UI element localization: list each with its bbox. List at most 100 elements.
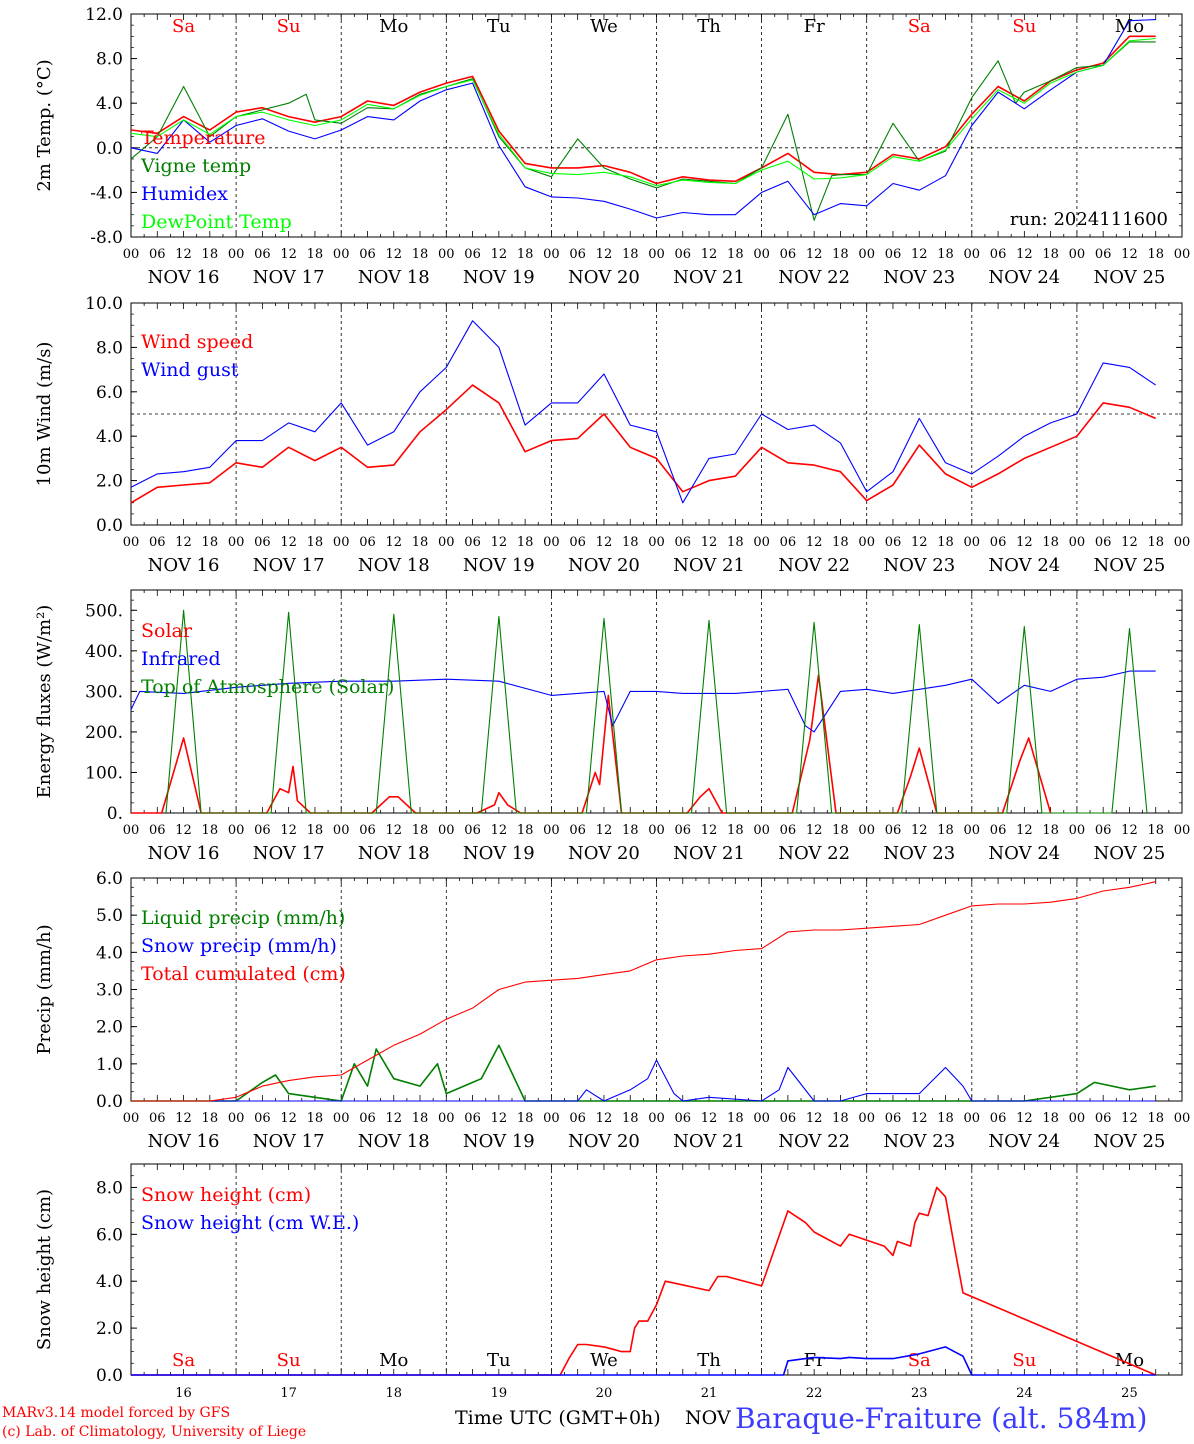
hour-tick-label: 00 (964, 247, 981, 262)
series-line-vigne-temp (130, 41, 1156, 221)
y-tick-label: 5.0 (96, 906, 123, 926)
day-number-label: 16 (175, 1386, 192, 1401)
series-line-wind-speed (130, 384, 1157, 504)
hour-tick-label: 12 (280, 1111, 297, 1126)
hour-tick-label: 18 (517, 1111, 534, 1126)
date-label: NOV 21 (673, 555, 745, 576)
series-line-top-of-atmosphere-solar- (165, 609, 1148, 814)
y-tick-label: 8.0 (96, 338, 123, 358)
date-label: NOV 17 (253, 267, 325, 288)
date-label: NOV 23 (883, 555, 955, 576)
date-label: NOV 19 (463, 267, 535, 288)
day-number-label: 22 (806, 1386, 823, 1401)
day-letter: Tu (487, 16, 511, 37)
hour-tick-label: 00 (648, 823, 665, 838)
legend-entry: Total cumulated (cm) (141, 963, 346, 985)
date-label: NOV 16 (148, 555, 220, 576)
hour-tick-label: 06 (1095, 247, 1112, 262)
day-letter: Su (1012, 1350, 1036, 1371)
hour-tick-label: 06 (569, 247, 586, 262)
hour-tick-label: 12 (280, 247, 297, 262)
series-line-snow-precip-mm-h- (131, 1059, 1156, 1102)
hour-tick-label: 18 (1042, 535, 1059, 550)
hour-tick-label: 00 (333, 823, 350, 838)
hour-tick-label: 00 (1174, 535, 1191, 550)
date-label: NOV 22 (778, 843, 850, 864)
legend-entry: Liquid precip (mm/h) (141, 907, 345, 929)
date-label: NOV 18 (358, 1131, 430, 1152)
hour-tick-label: 12 (280, 535, 297, 550)
date-label: NOV 21 (673, 267, 745, 288)
hour-tick-label: 12 (596, 535, 613, 550)
hour-tick-label: 00 (543, 1111, 560, 1126)
hour-tick-label: 00 (333, 1111, 350, 1126)
day-letter: Fr (804, 16, 825, 37)
day-letter: Sa (172, 1350, 195, 1371)
hour-tick-label: 06 (780, 247, 797, 262)
hour-tick-label: 00 (753, 535, 770, 550)
date-label: NOV 25 (1094, 1131, 1166, 1152)
y-tick-label: 4.0 (96, 1272, 123, 1292)
hour-tick-label: 06 (675, 535, 692, 550)
hour-tick-label: 18 (517, 247, 534, 262)
hour-tick-label: 18 (832, 247, 849, 262)
hour-tick-label: 06 (359, 1111, 376, 1126)
date-label: NOV 18 (358, 843, 430, 864)
y-tick-label: 2.0 (96, 1319, 123, 1339)
hour-tick-label: 12 (385, 823, 402, 838)
hour-tick-label: 18 (412, 535, 429, 550)
legend-entry: Snow precip (mm/h) (141, 935, 337, 957)
hour-tick-label: 06 (464, 823, 481, 838)
plot-frame-temp (130, 13, 1183, 238)
hour-tick-label: 18 (202, 823, 219, 838)
y-tick-label: 200. (85, 723, 123, 743)
hour-tick-label: 00 (123, 1111, 140, 1126)
hour-tick-label: 18 (1042, 247, 1059, 262)
hour-tick-label: 06 (464, 535, 481, 550)
hour-tick-label: 00 (858, 823, 875, 838)
hour-tick-label: 06 (254, 823, 271, 838)
y-tick-label: 0. (107, 804, 123, 824)
date-label: NOV 18 (358, 267, 430, 288)
date-label: NOV 24 (988, 1131, 1060, 1152)
y-axis-label: 2m Temp. (°C) (34, 59, 55, 191)
hour-tick-label: 18 (517, 535, 534, 550)
hour-tick-label: 18 (937, 247, 954, 262)
hour-tick-label: 18 (412, 247, 429, 262)
hour-tick-label: 06 (254, 1111, 271, 1126)
hour-tick-label: 00 (964, 1111, 981, 1126)
hour-tick-label: 12 (806, 535, 823, 550)
y-tick-label: 2.0 (96, 472, 123, 492)
hour-tick-label: 06 (885, 1111, 902, 1126)
date-label: NOV 17 (253, 555, 325, 576)
hour-tick-label: 18 (727, 1111, 744, 1126)
y-tick-label: -4.0 (90, 183, 123, 203)
day-number-label: 19 (491, 1386, 508, 1401)
hour-tick-label: 12 (1121, 1111, 1138, 1126)
hour-tick-label: 00 (1069, 535, 1086, 550)
day-number-label: 17 (280, 1386, 297, 1401)
x-axis-label: Time UTC (GMT+0h) (455, 1407, 661, 1429)
hour-tick-label: 06 (885, 535, 902, 550)
lab-credit: (c) Lab. of Climatology, University of L… (2, 1424, 306, 1440)
hour-tick-label: 00 (438, 247, 455, 262)
hour-tick-label: 18 (1042, 1111, 1059, 1126)
hour-tick-label: 12 (911, 823, 928, 838)
hour-tick-label: 12 (385, 247, 402, 262)
hour-tick-label: 00 (543, 247, 560, 262)
y-tick-label: 300. (85, 682, 123, 702)
hour-tick-label: 12 (701, 823, 718, 838)
hour-tick-label: 06 (675, 823, 692, 838)
hour-tick-label: 12 (175, 535, 192, 550)
hour-tick-label: 12 (385, 535, 402, 550)
day-letter: Mo (379, 1350, 408, 1371)
hour-tick-label: 18 (1042, 823, 1059, 838)
hour-tick-label: 00 (228, 535, 245, 550)
hour-tick-label: 12 (1121, 535, 1138, 550)
hour-tick-label: 06 (254, 535, 271, 550)
hour-tick-label: 00 (1174, 1111, 1191, 1126)
date-label: NOV 23 (883, 843, 955, 864)
hour-tick-label: 00 (648, 1111, 665, 1126)
hour-tick-label: 06 (990, 535, 1007, 550)
